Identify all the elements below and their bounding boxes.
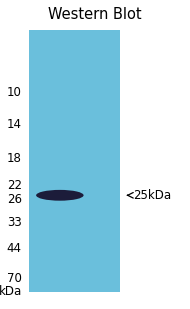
Text: 14: 14 <box>7 118 22 131</box>
Text: 10: 10 <box>7 87 22 99</box>
Text: 22: 22 <box>7 179 22 192</box>
Text: 33: 33 <box>7 216 22 229</box>
Bar <box>29 30 120 292</box>
Text: 18: 18 <box>7 152 22 165</box>
Text: Western Blot: Western Blot <box>48 7 142 22</box>
Text: 26: 26 <box>7 193 22 206</box>
Text: 25kDa: 25kDa <box>133 189 171 202</box>
Ellipse shape <box>36 190 84 201</box>
Text: 70: 70 <box>7 272 22 285</box>
Text: kDa: kDa <box>0 286 22 298</box>
Text: 44: 44 <box>7 242 22 255</box>
